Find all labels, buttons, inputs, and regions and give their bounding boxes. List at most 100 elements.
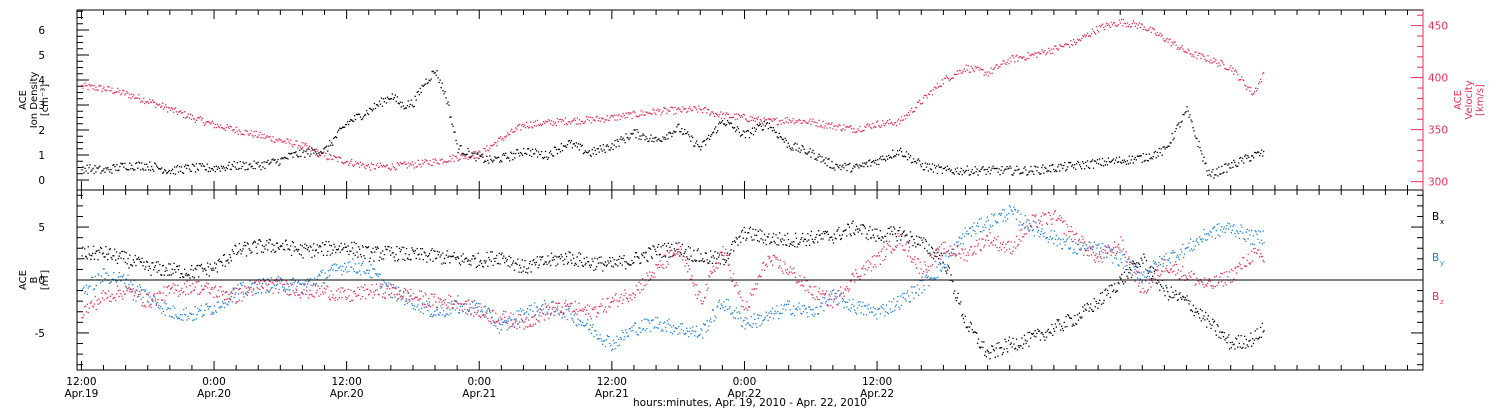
velocity-point [445, 161, 447, 164]
b-x-point [473, 258, 476, 260]
density-point [392, 98, 394, 100]
density-point [783, 141, 785, 143]
b-x-point [178, 265, 180, 267]
density-point [418, 94, 420, 96]
velocity-point [283, 141, 285, 143]
density-point [126, 169, 128, 171]
b-y-point [505, 320, 508, 322]
density-point [473, 151, 475, 153]
b-x-point [690, 255, 692, 257]
b-y-point [480, 310, 482, 313]
b-x-point [700, 253, 702, 255]
density-point [581, 144, 583, 146]
velocity-point [384, 166, 387, 168]
b-y-point [564, 316, 566, 318]
b-x-point [582, 265, 584, 268]
b-x-point [1100, 303, 1103, 305]
b-y-point [560, 311, 562, 314]
b-y-point [1060, 239, 1062, 241]
b-y-point [313, 277, 316, 279]
b-y-point [401, 295, 403, 298]
b-y-point [435, 309, 438, 311]
b-x-point [1020, 345, 1022, 347]
density-point [304, 156, 306, 158]
density-point [612, 148, 614, 151]
velocity-point [379, 162, 382, 164]
density-point [749, 132, 752, 134]
velocity-point [898, 118, 900, 120]
velocity-point [798, 118, 800, 121]
velocity-point [1123, 22, 1125, 24]
b-x-point [349, 250, 351, 252]
density-point [777, 137, 779, 139]
b-x-point [1206, 318, 1209, 320]
b-x-point [445, 254, 447, 256]
b-y-point [1072, 252, 1074, 254]
b-x-point [1023, 334, 1026, 336]
b-x-point [389, 250, 391, 252]
density-point [139, 162, 141, 164]
b-y-point [1048, 238, 1050, 241]
density-point [598, 151, 600, 153]
velocity-point [1085, 34, 1088, 36]
b-x-point [984, 354, 986, 356]
density-point [1082, 161, 1084, 163]
velocity-point [163, 108, 165, 110]
density-point [391, 93, 393, 95]
b-y-point [710, 321, 713, 323]
b-y-point [1146, 275, 1148, 278]
b-x-point [941, 254, 943, 256]
b-y-point [1047, 241, 1049, 243]
b-y-point [1147, 270, 1149, 272]
b-x-point [702, 258, 704, 260]
b-x-point [117, 258, 119, 260]
velocity-point [841, 130, 843, 132]
b-y-point [605, 339, 607, 341]
velocity-point [907, 112, 910, 114]
velocity-point [787, 122, 789, 124]
b-y-point [872, 306, 874, 308]
b-x-point [621, 264, 623, 266]
density-point [832, 167, 834, 169]
velocity-point [710, 113, 712, 115]
b-x-point [1155, 282, 1157, 284]
b-x-point [321, 250, 323, 253]
b-y-point [369, 276, 371, 278]
b-x-point [1228, 334, 1230, 336]
velocity-point [1147, 29, 1149, 31]
b-x-point [892, 233, 894, 236]
b-y-point [452, 307, 454, 309]
velocity-point [347, 161, 349, 163]
b-x-point [415, 257, 417, 260]
b-x-point [533, 258, 535, 261]
density-point [1244, 155, 1246, 157]
b-y-point [285, 288, 287, 291]
velocity-point [1107, 23, 1110, 25]
b-y-point [657, 327, 660, 329]
b-x-point [646, 259, 648, 262]
b-y-point [405, 300, 407, 302]
density-point [174, 173, 177, 175]
velocity-point [417, 159, 419, 161]
b-x-point [1201, 310, 1203, 312]
velocity-point [266, 135, 268, 137]
velocity-point [1053, 48, 1055, 50]
density-point [886, 155, 888, 157]
density-point [985, 173, 987, 175]
velocity-point [957, 73, 959, 75]
b-x-point [1232, 344, 1234, 346]
b-y-point [203, 314, 205, 316]
b-x-point [315, 249, 317, 251]
b-x-point [908, 240, 911, 242]
density-point [466, 153, 468, 155]
b-y-point [1196, 238, 1198, 240]
b-y-point [606, 334, 608, 337]
velocity-point [504, 136, 506, 138]
density-point [166, 172, 168, 174]
density-point [1054, 170, 1056, 173]
b-y-point [584, 324, 586, 326]
velocity-point [418, 163, 420, 166]
b-x-point [1066, 325, 1068, 328]
velocity-point [1162, 38, 1164, 40]
velocity-point [1159, 32, 1161, 34]
